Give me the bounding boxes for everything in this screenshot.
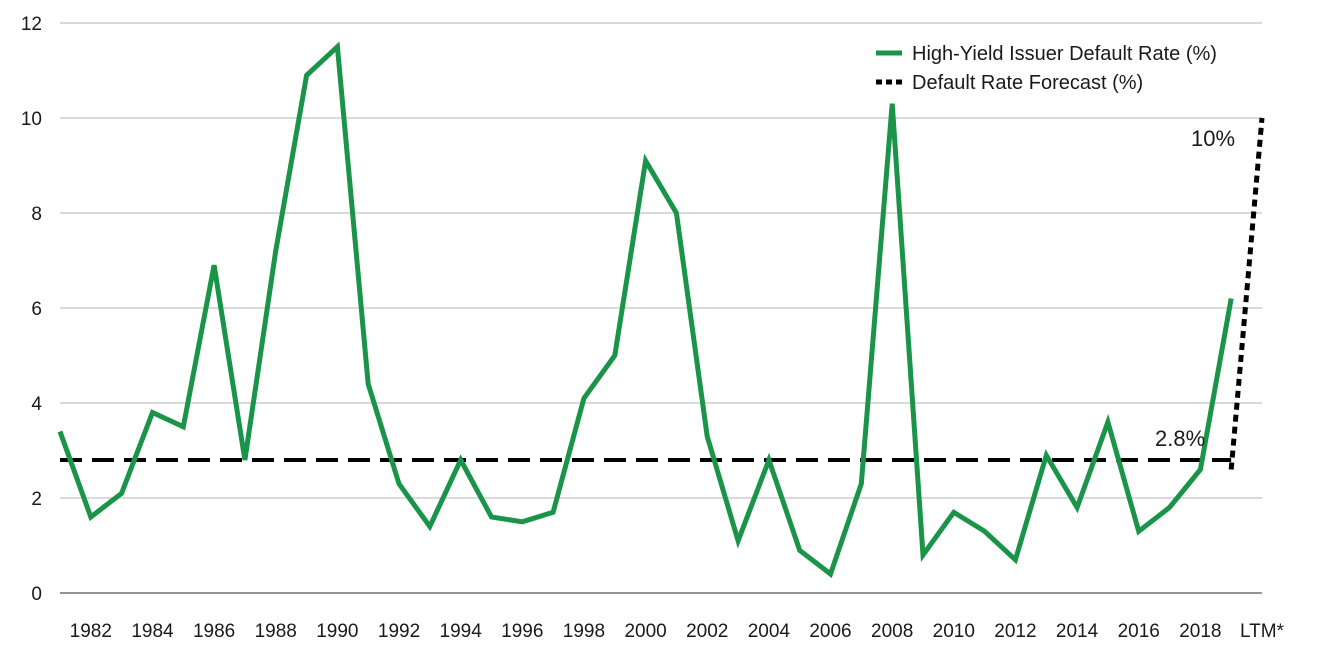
- x-tick-label: 1994: [440, 621, 483, 642]
- y-tick-label: 0: [31, 584, 42, 605]
- y-axis-ticks: 0 2 4 6 8 10 12: [21, 14, 43, 605]
- x-tick-label: 2006: [809, 621, 851, 642]
- y-tick-label: 4: [31, 394, 42, 415]
- series-line-forecast: [1228, 117, 1265, 470]
- x-tick-label: 2016: [1118, 621, 1160, 642]
- y-tick-label: 12: [21, 14, 42, 35]
- x-tick-label: 2004: [748, 621, 791, 642]
- gridlines: [60, 22, 1262, 594]
- legend-label-forecast: Default Rate Forecast (%): [912, 72, 1143, 94]
- x-tick-label: 2002: [686, 621, 728, 642]
- x-tick-label: LTM*: [1240, 621, 1285, 642]
- x-tick-label: 2010: [933, 621, 975, 642]
- average-line-label: 2.8%: [1155, 426, 1205, 451]
- legend: High-Yield Issuer Default Rate (%) Defau…: [876, 43, 1217, 94]
- x-tick-label: 1984: [131, 621, 174, 642]
- y-tick-label: 6: [31, 299, 42, 320]
- y-tick-label: 2: [31, 489, 42, 510]
- x-tick-label: 1996: [501, 621, 543, 642]
- x-tick-label: 2012: [994, 621, 1036, 642]
- forecast-value-label: 10%: [1191, 126, 1235, 151]
- x-tick-label: 2000: [624, 621, 666, 642]
- x-tick-label: 2018: [1179, 621, 1221, 642]
- x-tick-label: 2014: [1056, 621, 1099, 642]
- series-line-default-rate: [57, 41, 1234, 579]
- y-tick-label: 8: [31, 204, 42, 225]
- x-tick-label: 1990: [316, 621, 358, 642]
- series-lines: [57, 41, 1265, 579]
- x-tick-label: 1998: [563, 621, 605, 642]
- x-tick-label: 1988: [255, 621, 297, 642]
- x-tick-label: 2008: [871, 621, 913, 642]
- x-tick-label: 1992: [378, 621, 420, 642]
- legend-label-default-rate: High-Yield Issuer Default Rate (%): [912, 43, 1217, 65]
- y-tick-label: 10: [21, 109, 42, 130]
- x-tick-label: 1986: [193, 621, 235, 642]
- x-tick-label: 1982: [70, 621, 112, 642]
- x-axis-ticks: 1982 1984 1986 1988 1990 1992 1994 1996 1998 2000…: [70, 621, 1285, 642]
